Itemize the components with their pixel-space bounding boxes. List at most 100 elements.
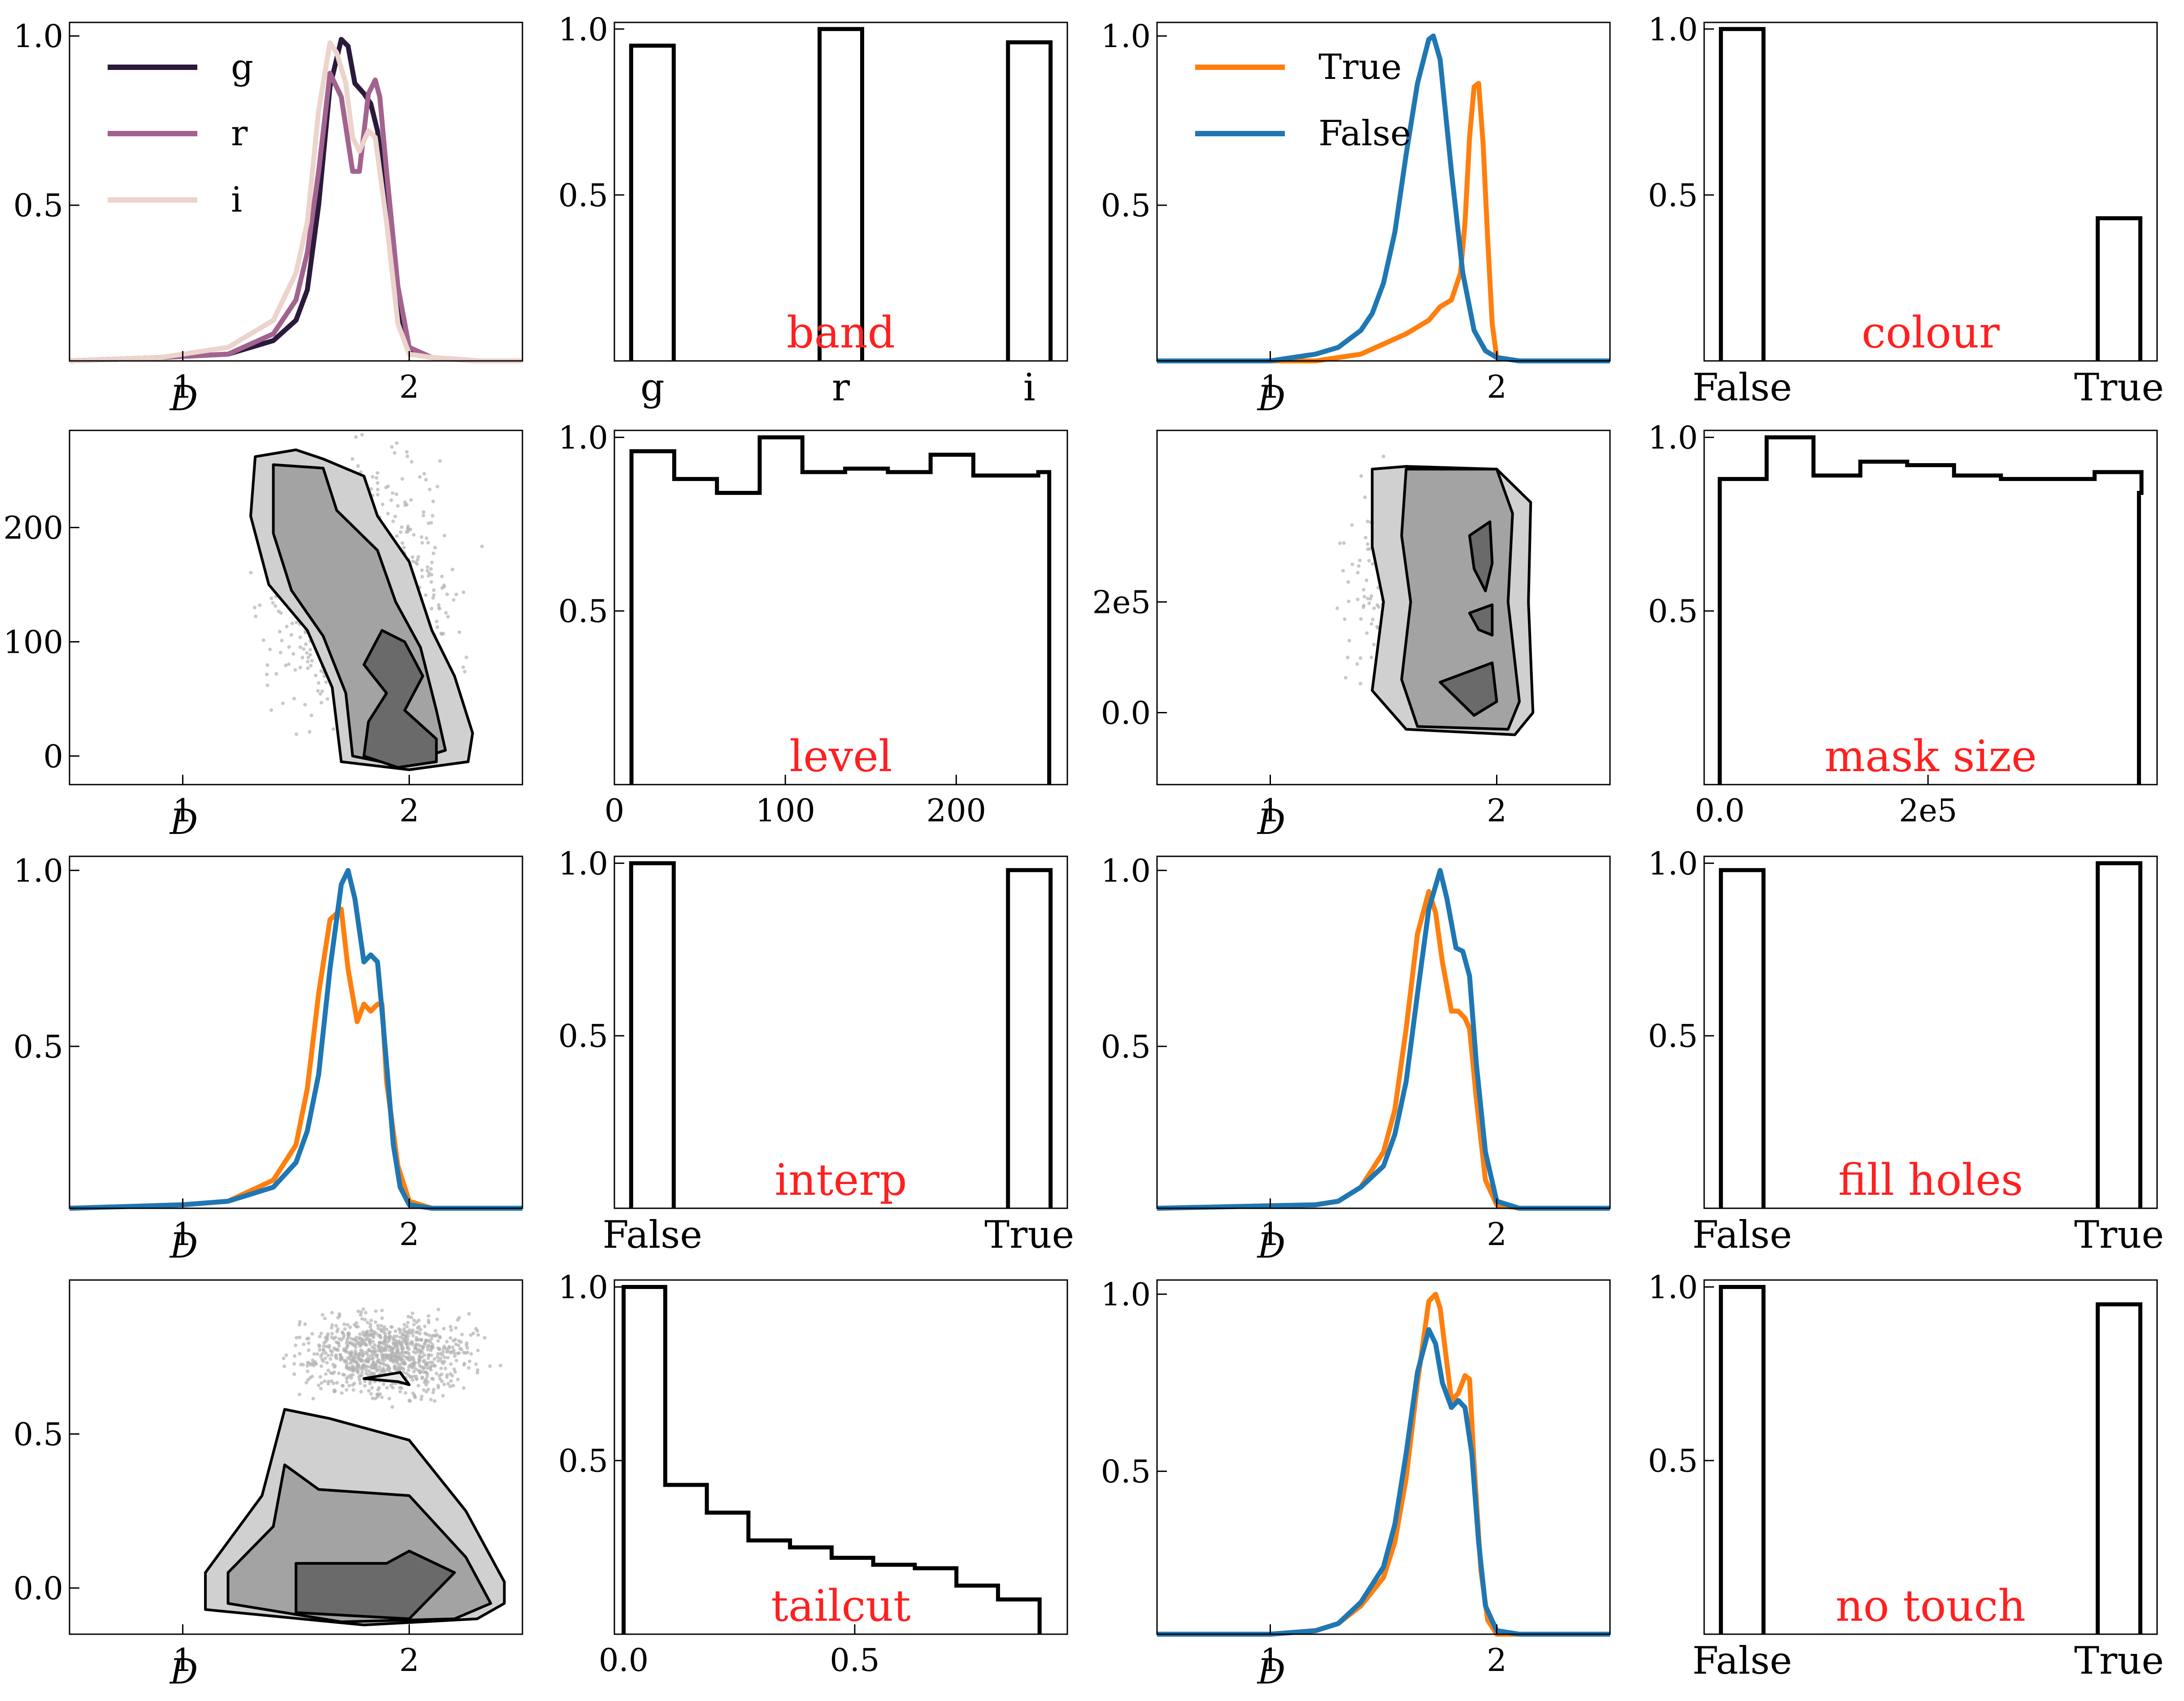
scatter-point — [436, 1359, 440, 1363]
scatter-point — [360, 1317, 364, 1321]
scatter-point — [412, 1358, 416, 1362]
x-tick-label: 0.5 — [830, 1642, 879, 1679]
scatter-point — [369, 1392, 373, 1396]
scatter-point — [1370, 655, 1373, 660]
contour-level-3 — [1468, 520, 1494, 592]
scatter-point — [425, 536, 428, 540]
scatter-point — [290, 621, 294, 625]
scatter-point — [429, 1397, 433, 1402]
scatter-point — [338, 1353, 342, 1357]
scatter-point — [1346, 580, 1350, 584]
p42-frame — [613, 1279, 1068, 1635]
p31-frame — [69, 855, 523, 1209]
bar-g — [629, 43, 676, 361]
scatter-point — [254, 614, 257, 618]
scatter-point — [295, 1336, 299, 1340]
scatter-point — [382, 1325, 386, 1329]
scatter-point — [488, 1364, 492, 1368]
scatter-point — [1377, 605, 1381, 609]
scatter-point — [476, 1333, 480, 1337]
scatter-point — [386, 1340, 390, 1344]
scatter-point — [365, 1365, 369, 1369]
scatter-point — [391, 1386, 395, 1390]
scatter-point — [306, 1369, 309, 1373]
scatter-point — [308, 653, 312, 657]
scatter-point — [429, 1348, 433, 1352]
p41-frame — [69, 1279, 523, 1635]
parameter-label: mask size — [1824, 731, 2037, 781]
scatter-point — [412, 1350, 416, 1354]
x-tick-label: 2 — [1487, 1216, 1507, 1253]
scatter-point — [393, 1367, 397, 1371]
scatter-point — [1356, 571, 1360, 575]
scatter-point — [391, 1360, 395, 1364]
y-tick-label: 0 — [43, 738, 63, 775]
x-tick-label: 0.0 — [599, 1642, 648, 1679]
scatter-point — [352, 1343, 357, 1347]
scatter-point — [343, 1327, 347, 1331]
scatter-point — [392, 1334, 396, 1338]
scatter-point — [383, 1335, 387, 1339]
y-tick-label: 100 — [3, 624, 63, 660]
scatter-point — [360, 1370, 364, 1374]
scatter-point — [441, 1394, 445, 1398]
scatter-point — [398, 1335, 402, 1339]
scatter-point — [370, 1396, 374, 1400]
scatter-point — [337, 1337, 341, 1341]
category-label: True — [984, 1213, 1074, 1257]
scatter-point — [437, 603, 441, 607]
scatter-point — [358, 1381, 362, 1385]
scatter-point — [452, 1349, 456, 1352]
x-tick-label: 200 — [926, 792, 986, 829]
scatter-point — [379, 1347, 383, 1351]
scatter-point — [450, 1374, 454, 1378]
scatter-point — [310, 1332, 314, 1336]
x-tick-label: 1 — [1260, 369, 1280, 405]
scatter-point — [434, 1334, 438, 1338]
scatter-point — [361, 1352, 365, 1356]
scatter-point — [435, 485, 439, 489]
scatter-point — [445, 1350, 449, 1354]
scatter-point — [277, 609, 281, 613]
scatter-point — [449, 1328, 453, 1332]
scatter-point — [324, 1340, 328, 1344]
scatter-point — [445, 1375, 449, 1379]
y-tick-label: 1.0 — [1648, 11, 1698, 48]
x-tick-label: 100 — [755, 792, 815, 829]
x-tick-label: 2 — [399, 369, 419, 405]
scatter-point — [298, 1352, 302, 1356]
scatter-point — [442, 1327, 446, 1331]
scatter-point — [308, 648, 312, 652]
scatter-point — [408, 1328, 412, 1332]
p33-frame — [1156, 855, 1611, 1209]
scatter-point — [380, 1341, 384, 1345]
scatter-point — [405, 1350, 409, 1354]
scatter-point — [390, 445, 394, 449]
scatter-point — [331, 1363, 335, 1367]
scatter-point — [416, 558, 420, 562]
scatter-point — [377, 1344, 381, 1348]
scatter-point — [361, 1364, 365, 1368]
scatter-point — [453, 1337, 457, 1341]
category-label: i — [1023, 365, 1035, 409]
scatter-point — [344, 1364, 348, 1368]
scatter-point — [359, 470, 363, 474]
scatter-point — [352, 1355, 356, 1359]
scatter-point — [265, 663, 270, 667]
scatter-point — [387, 1345, 391, 1349]
scatter-point — [252, 606, 257, 610]
scatter-point — [416, 1326, 420, 1330]
scatter-point — [269, 708, 273, 712]
scatter-point — [1346, 655, 1350, 660]
x-tick-label: 1 — [1260, 1642, 1280, 1679]
scatter-point — [441, 1350, 445, 1354]
scatter-point — [456, 1351, 460, 1355]
bar-False — [629, 861, 676, 1208]
scatter-point — [404, 1391, 408, 1395]
scatter-point — [374, 476, 379, 480]
scatter-point — [395, 1360, 398, 1364]
scatter-point — [364, 1368, 368, 1372]
scatter-point — [1366, 520, 1370, 523]
y-tick-label: 0.5 — [1648, 1018, 1698, 1054]
scatter-point — [297, 1393, 301, 1397]
